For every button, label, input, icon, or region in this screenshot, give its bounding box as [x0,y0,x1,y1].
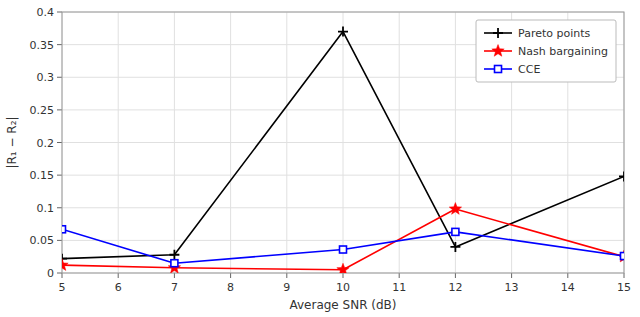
y-grid-line [62,109,624,110]
plot-background [62,12,624,273]
x-tick [624,273,625,278]
point-marker [340,246,347,253]
x-tick-label: 5 [59,281,66,294]
legend: Pareto points Nash bargaining CCE [476,20,616,82]
x-tick-label: 15 [617,281,631,294]
y-tick-label: 0.05 [30,234,55,247]
y-grid-line [62,240,624,241]
y-grid-line [62,175,624,176]
x-tick-label: 11 [392,281,406,294]
x-tick [511,273,512,278]
x-tick-label: 13 [505,281,519,294]
x-tick-label: 14 [561,281,575,294]
y-tick [57,175,62,176]
y-tick-label: 0.4 [37,6,55,19]
y-tick [57,240,62,241]
x-tick-label: 10 [336,281,350,294]
x-tick-label: 12 [448,281,462,294]
y-tick [57,77,62,78]
x-tick [118,273,119,278]
y-tick [57,273,62,274]
y-tick-label: 0.25 [30,104,55,117]
y-tick-label: 0.35 [30,39,55,52]
y-axis-label: |R₁ − R₂| [5,116,19,168]
grid [62,12,624,273]
point-marker [171,260,178,267]
legend-box [476,20,616,82]
y-grid-line [62,142,624,143]
point-marker [452,228,459,235]
x-tick [286,273,287,278]
y-grid-line [62,207,624,208]
point-marker [62,226,66,233]
point-marker [337,263,349,273]
x-axis-label: Average SNR (dB) [289,298,396,312]
point-marker [621,253,625,260]
series-line [62,32,624,259]
y-tick [57,109,62,110]
point-marker [449,203,461,215]
point-marker [619,171,624,181]
y-tick-label: 0 [47,267,54,280]
x-tick-label: 6 [115,281,122,294]
point-marker [338,27,348,37]
legend-label: Nash bargaining [518,45,608,58]
x-tick-label: 8 [227,281,234,294]
y-tick [57,44,62,45]
x-tick [567,273,568,278]
series-line [62,229,624,263]
series-line [62,209,624,270]
x-tick [343,273,344,278]
y-tick [57,142,62,143]
legend-swatch-marker [493,28,503,38]
axes: 5 6 7 8 9 10 11 12 13 14 15 0 0.05 0.1 0.15 0.2 0.25 0.3 0… [30,6,632,294]
x-tick [230,273,231,278]
plot-frame [62,12,624,273]
legend-swatch-marker [495,66,502,73]
y-tick-label: 0.15 [30,169,55,182]
point-marker [450,242,460,252]
chart: 5 6 7 8 9 10 11 12 13 14 15 0 0.05 0.1 0.15 0.2 0.25 0.3 0… [0,0,640,317]
y-tick-label: 0.3 [37,71,55,84]
point-marker [169,250,179,260]
y-tick [57,207,62,208]
x-tick [174,273,175,278]
y-tick-label: 0.2 [37,137,55,150]
x-tick [399,273,400,278]
x-tick-label: 7 [171,281,178,294]
y-tick-label: 0.1 [37,202,55,215]
legend-label: CCE [518,63,540,76]
series-group [62,27,624,273]
x-tick-label: 9 [283,281,290,294]
legend-swatch-marker [492,45,504,57]
point-marker [62,259,68,271]
legend-label: Pareto points [518,27,591,40]
y-tick [57,12,62,13]
x-tick [455,273,456,278]
x-tick [62,273,63,278]
